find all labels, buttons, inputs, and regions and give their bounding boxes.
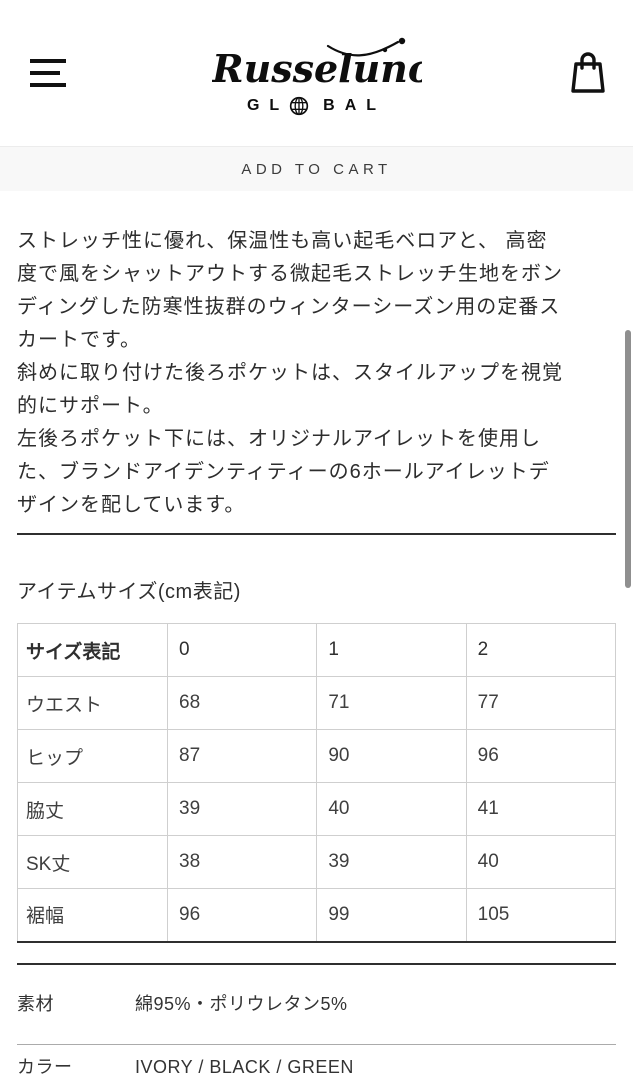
size-row-label: SK丈	[17, 835, 168, 889]
size-row-label: ヒップ	[17, 729, 168, 783]
brand-wordmark: Russeluno	[212, 37, 422, 91]
size-table-header-cell: 1	[316, 623, 467, 677]
size-table-header-cell: 2	[465, 623, 617, 677]
table-row: SK丈 38 39 40	[17, 835, 617, 889]
hamburger-icon	[30, 83, 66, 87]
hamburger-icon	[30, 59, 66, 63]
menu-button[interactable]	[30, 59, 66, 87]
material-value: 綿95%・ポリウレタン5%	[135, 993, 348, 1014]
spec-divider	[17, 1043, 616, 1045]
hamburger-icon	[30, 71, 60, 75]
size-value: 68	[166, 676, 318, 730]
scrollbar-thumb[interactable]	[625, 330, 631, 588]
section-divider	[17, 962, 616, 965]
cart-button[interactable]	[569, 50, 607, 99]
table-row: ウエスト 68 71 77	[17, 676, 617, 730]
size-table-header-row: サイズ表記 0 1 2	[17, 623, 617, 677]
table-row: 脇丈 39 40 41	[17, 782, 617, 836]
size-value: 41	[465, 782, 617, 836]
swoosh-icon	[326, 40, 399, 57]
size-value: 77	[465, 676, 617, 730]
size-value: 96	[465, 729, 617, 783]
add-to-cart-button[interactable]: ADD TO CART	[0, 147, 633, 191]
size-row-label: ウエスト	[17, 676, 168, 730]
header: Russeluno GL BAL	[0, 0, 633, 147]
brand-subtitle-suffix: BAL	[323, 97, 387, 114]
size-value: 40	[465, 835, 617, 889]
product-description: ストレッチ性に優れ、保温性も高い起毛ベロアと、 高密 度で風をシャットアウトする…	[17, 230, 563, 516]
section-divider	[17, 533, 616, 535]
table-row: ヒップ 87 90 96	[17, 729, 617, 783]
size-value: 38	[166, 835, 318, 889]
add-to-cart-label: ADD TO CART	[241, 160, 392, 178]
swoosh-dot-icon	[398, 37, 405, 45]
brand-subtitle-prefix: GL	[246, 97, 290, 114]
brand-subtitle: GL BAL	[212, 96, 422, 116]
size-value: 87	[166, 729, 318, 783]
spec-row-color: カラー IVORY / BLACK / GREEN	[17, 1045, 616, 1080]
size-value: 39	[316, 835, 467, 889]
brand-logo[interactable]: Russeluno GL BAL	[212, 36, 422, 116]
size-value: 40	[316, 782, 467, 836]
shopping-bag-icon	[571, 52, 605, 93]
color-label: カラー	[17, 1056, 73, 1077]
size-value: 71	[316, 676, 467, 730]
table-row: 裾幅 96 99 105	[17, 888, 617, 942]
spec-row-material: 素材 綿95%・ポリウレタン5%	[17, 965, 616, 1044]
size-row-label: 脇丈	[17, 782, 168, 836]
size-value: 105	[465, 888, 617, 942]
size-value: 90	[316, 729, 467, 783]
size-row-label: 裾幅	[17, 888, 168, 942]
size-table-header-cell: 0	[166, 623, 318, 677]
globe-icon	[289, 96, 309, 116]
size-table: サイズ表記 0 1 2 ウエスト 68 71 77 ヒップ 87 90 96 脇…	[17, 623, 617, 943]
size-value: 39	[166, 782, 318, 836]
swoosh-dot-icon	[382, 47, 387, 53]
size-table-header-cell: サイズ表記	[17, 623, 168, 677]
color-value: IVORY / BLACK / GREEN	[135, 1056, 354, 1077]
brand-name-text: Russeluno	[212, 46, 422, 91]
size-value: 99	[316, 888, 467, 942]
material-label: 素材	[17, 993, 54, 1014]
size-value: 96	[166, 888, 318, 942]
size-section-heading: アイテムサイズ(cm表記)	[17, 581, 241, 603]
